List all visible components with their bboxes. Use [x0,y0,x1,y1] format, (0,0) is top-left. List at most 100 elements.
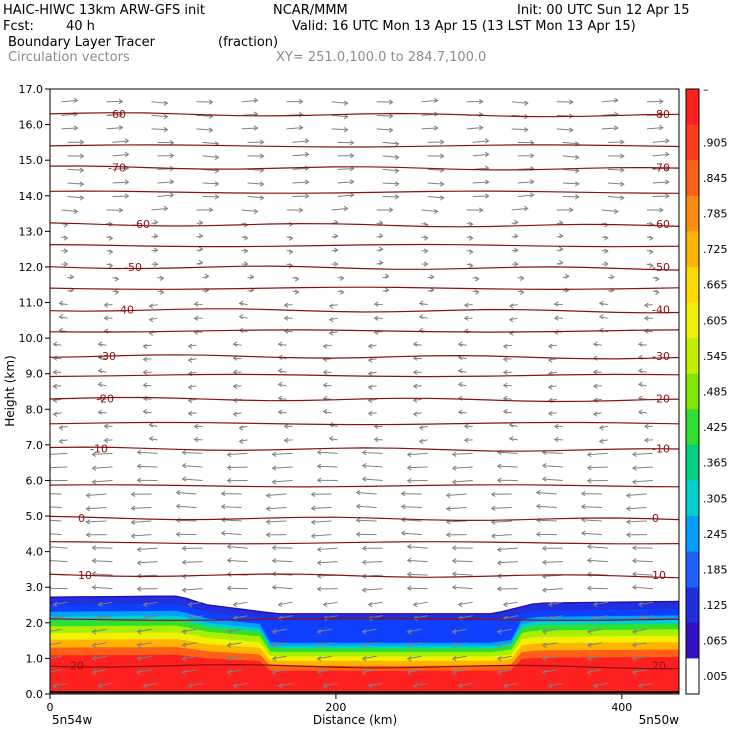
vector-head [85,506,91,512]
circulation-vector [553,301,563,307]
circulation-vector [220,504,242,510]
vector-shaft [221,532,242,536]
vector-head [316,560,322,566]
circulation-vector [241,208,259,215]
vector-shaft [137,669,152,673]
vector-head [343,205,349,212]
vector-shaft [421,209,438,212]
circulation-vector [97,409,107,415]
circulation-vector [367,410,377,417]
circulation-vector [85,492,107,499]
circulation-vector [103,423,113,429]
circulation-vector [511,205,529,212]
vector-head [103,302,109,308]
circulation-vector [556,259,564,266]
vector-head [553,436,559,443]
circulation-vector [547,682,563,689]
vector-shaft [407,669,422,673]
vector-head [277,683,283,689]
circulation-vector [61,248,69,254]
vector-shaft [188,385,197,388]
vector-head [378,246,384,252]
colorbar-swatch [686,516,699,553]
circulation-vector [142,408,152,415]
circulation-vector [337,192,355,198]
vector-shaft [182,451,203,454]
vector-shaft [53,398,62,401]
circulation-vector [367,357,377,363]
vector-shaft [466,127,483,130]
colorbar-frame [685,88,700,695]
vector-head [232,369,238,375]
vector-head [226,557,232,563]
vector-shaft [239,439,248,442]
vector-head [412,383,418,389]
circulation-vector [316,560,338,566]
vector-shaft [137,561,158,564]
vector-shaft [607,168,624,171]
vector-head [271,669,277,675]
circulation-vector [637,368,647,374]
vector-head [468,249,474,255]
vector-head [463,423,469,429]
vector-head [220,504,226,510]
vector-head [187,343,193,349]
circulation-vector [541,476,563,482]
vector-shaft [356,505,377,509]
circulation-vector [451,628,467,635]
vector-head [271,479,277,485]
right-endpoint-label: 5n50w [639,713,680,727]
vector-shaft [278,601,293,606]
vector-shaft [382,141,399,145]
vector-head [643,302,649,308]
vector-head [553,423,559,430]
circulation-vector [232,341,242,347]
circulation-vector [490,505,512,511]
y-tick-label: 6.0 [26,474,44,487]
vector-shaft [247,195,264,199]
vector-head [592,341,598,347]
circulation-vector [457,381,467,388]
vector-head [586,465,592,471]
vector-shaft [587,655,602,660]
circulation-vector [130,491,152,497]
vector-head [114,289,120,295]
vector-shaft [413,357,422,360]
vector-head [604,248,609,254]
circulation-vector [265,492,287,499]
vector-head [412,683,418,689]
vector-shaft [112,181,129,184]
vector-shaft [61,127,78,130]
vector-head [367,683,373,689]
vector-shaft [176,505,197,509]
isotherm--80 [50,112,679,118]
vector-head [433,125,439,131]
circulation-vector [547,615,563,621]
vector-head [322,683,328,689]
vector-head [349,179,355,185]
vector-shaft [452,479,473,483]
vector-shaft [632,628,647,633]
vector-head [232,383,238,389]
vector-shaft [632,573,653,576]
vector-head [620,181,625,187]
vector-shaft [292,181,309,184]
vector-shaft [188,682,203,687]
vector-head [298,124,304,131]
vector-head [463,302,469,308]
vector-head [181,656,187,662]
circulation-vector [421,235,429,241]
vector-shaft [407,452,428,456]
vector-shaft [278,682,293,687]
isotherm-label-right: -50 [652,261,670,274]
vector-shaft [137,547,158,551]
vector-head [316,629,322,635]
vector-head [175,517,181,523]
circulation-vector [541,587,563,593]
circulation-vector [457,601,473,608]
vector-head [665,193,670,199]
vector-head [406,642,412,648]
vector-head [124,138,130,144]
vector-head [310,491,316,497]
vector-shaft [413,615,428,619]
